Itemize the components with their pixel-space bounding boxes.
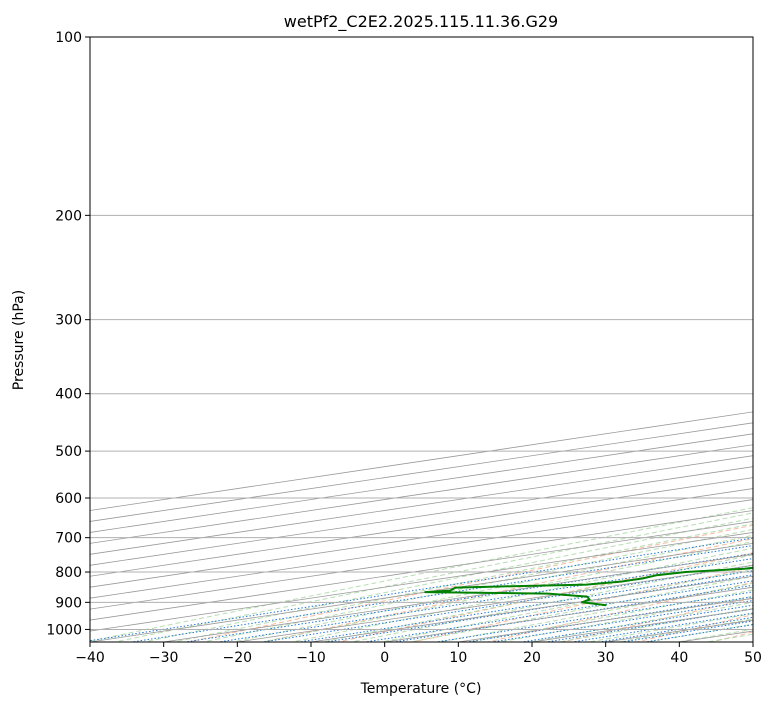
moist-adiabat (378, 568, 753, 642)
isotherm-line (90, 444, 753, 544)
isotherm-line (90, 499, 753, 599)
y-tick-label: 400 (55, 387, 82, 403)
dewpoint-profile (424, 566, 753, 607)
isotherm-line (90, 510, 753, 610)
moist-adiabat (230, 534, 753, 642)
y-tick-label: 700 (55, 531, 82, 547)
isotherm-line (90, 455, 753, 555)
y-tick-label: 1000 (46, 622, 82, 638)
y-tick-label: 800 (55, 565, 82, 581)
moist-adiabat (496, 595, 753, 642)
x-axis-label: Temperature (°C) (360, 681, 482, 697)
x-tick-label: 10 (449, 650, 467, 666)
x-tick-label: 40 (670, 650, 688, 666)
moist-adiabat (348, 561, 753, 642)
mixing-ratio-line (489, 600, 753, 642)
y-tick-label: 100 (55, 30, 82, 46)
x-tick-label: −10 (296, 650, 326, 666)
moist-adiabat (526, 601, 753, 642)
isotherm-line (381, 586, 753, 642)
moist-adiabat (437, 582, 753, 642)
moist-adiabat (141, 517, 753, 642)
isotherm-line (90, 411, 753, 511)
x-tick-label: 50 (744, 650, 762, 666)
mixing-ratio-line (215, 558, 753, 642)
mixing-ratio-line (90, 537, 753, 642)
x-tick-label: −40 (75, 650, 105, 666)
x-tick-label: −20 (223, 650, 253, 666)
mixing-ratio-line (182, 553, 753, 642)
isotherm-line (90, 433, 753, 533)
x-tick-label: 30 (597, 650, 615, 666)
isotherm-line (750, 641, 753, 642)
moist-adiabat (615, 618, 753, 642)
moist-adiabats (90, 507, 753, 642)
y-tick-label: 600 (55, 491, 82, 507)
isotherm-line (90, 477, 753, 577)
y-tick-label: 300 (55, 313, 82, 329)
isotherm-line (90, 466, 753, 566)
mixing-ratio-lines (90, 537, 753, 642)
plot-area: -100-90-80-70-60-50-40-30-20-10010203040… (90, 37, 753, 642)
mixing-ratio-line (433, 591, 753, 642)
chart-title: wetPf2_C2E2.2025.115.11.36.G29 (284, 12, 558, 32)
profile-series (424, 566, 753, 607)
isotherm-line (676, 630, 753, 642)
moist-adiabat (674, 628, 753, 642)
moist-adiabat (112, 512, 753, 642)
isotherm-line (455, 597, 753, 642)
pressure-gridlines (90, 37, 753, 630)
x-axis-ticks: −40 −30 −20 −10 0 10 20 30 40 50 (75, 642, 762, 666)
isotherm-line (160, 553, 753, 642)
y-axis-label: Pressure (hPa) (11, 290, 27, 390)
isotherm-line (90, 422, 753, 522)
moist-adiabat (259, 541, 753, 642)
isotherm-line (90, 488, 753, 588)
mixing-ratio-line (518, 604, 753, 642)
isotherm-line (90, 521, 753, 621)
mixing-ratio-line (596, 616, 753, 642)
x-tick-label: −30 (149, 650, 179, 666)
isotherm-line (90, 532, 753, 632)
isotherm-line (90, 542, 753, 642)
x-tick-label: 20 (523, 650, 541, 666)
dry-adiabat (410, 566, 753, 642)
plot-frame (89, 36, 754, 643)
isotherms (90, 411, 753, 642)
moist-adiabat (289, 547, 753, 642)
moist-adiabat (90, 507, 753, 642)
dry-adiabat (709, 631, 753, 642)
mixing-ratio-line (128, 545, 753, 642)
x-tick-label: 0 (380, 650, 389, 666)
dry-adiabat (261, 538, 753, 642)
y-axis-ticks: 100 200 300 400 500 600 700 800 900 1000 (46, 30, 90, 638)
mixing-ratio-line (259, 564, 753, 642)
y-tick-label: 900 (55, 595, 82, 611)
isotherm-line (308, 575, 753, 642)
y-tick-label: 500 (55, 444, 82, 460)
mixing-ratio-line (322, 574, 753, 642)
y-tick-label: 200 (55, 208, 82, 224)
moist-adiabat (407, 575, 753, 642)
